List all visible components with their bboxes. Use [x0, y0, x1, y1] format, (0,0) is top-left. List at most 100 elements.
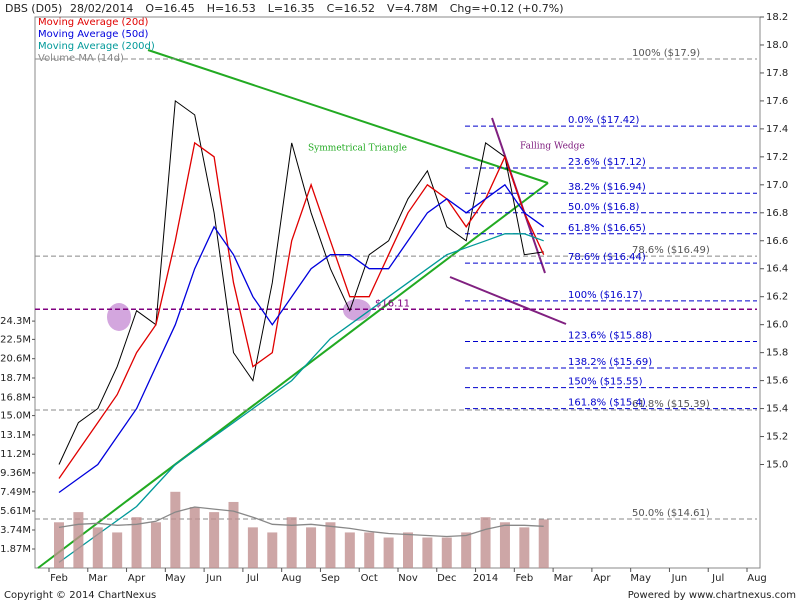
- y2-tick-label: 16.8M: [0, 392, 31, 403]
- y2-tick-label: 15.0M: [0, 411, 31, 422]
- level-label: 50.0% ($16.8): [568, 202, 639, 213]
- x-tick-label: Apr: [593, 573, 611, 584]
- legend-entry: Moving Average (50d): [38, 29, 149, 40]
- volume-bar: [499, 522, 510, 568]
- volume-bar: [247, 527, 258, 568]
- y2-tick-label: 11.2M: [0, 449, 31, 460]
- volume-bar: [209, 512, 220, 568]
- level-label: 23.6% ($17.12): [568, 157, 646, 168]
- y-tick-label: 16.6: [766, 236, 788, 247]
- annotation: Symmetrical Triangle: [308, 144, 407, 154]
- y-tick-label: 16.4: [766, 264, 788, 275]
- volume-bar: [189, 507, 200, 568]
- y-tick-label: 15.4: [766, 404, 788, 415]
- x-tick-label: 2014: [473, 573, 498, 584]
- y2-tick-label: 20.6M: [0, 354, 31, 365]
- level-label: 100% ($17.9): [632, 48, 700, 59]
- y2-tick-label: 3.74M: [0, 525, 31, 536]
- volume-bar: [54, 522, 64, 568]
- level-label: 0.0% ($17.42): [568, 115, 639, 126]
- header-item: H=16.53: [207, 2, 256, 15]
- y-tick-label: 18.0: [766, 40, 788, 51]
- x-tick-label: Aug: [282, 573, 302, 584]
- y-tick-label: 15.0: [766, 460, 788, 471]
- highlight: [107, 303, 131, 331]
- y2-tick-label: 5.61M: [0, 506, 31, 517]
- header-item: O=16.45: [145, 2, 194, 15]
- level-label: 61.8% ($15.39): [632, 399, 710, 410]
- y-tick-label: 17.4: [766, 124, 788, 135]
- volume-bar: [441, 537, 452, 568]
- x-tick-label: Jul: [711, 573, 724, 584]
- y2-tick-label: 22.5M: [0, 334, 31, 345]
- y2-tick-label: 18.7M: [0, 373, 31, 384]
- volume-bar: [461, 532, 472, 568]
- level-label: 138.2% ($15.69): [568, 357, 652, 368]
- header-item: 28/02/2014: [70, 2, 133, 15]
- volume-bar: [286, 517, 297, 568]
- x-tick-label: Apr: [128, 573, 146, 584]
- y-tick-label: 15.8: [766, 348, 788, 359]
- y2-tick-label: 9.36M: [0, 468, 31, 479]
- series-line: [58, 141, 545, 479]
- volume-bar: [306, 527, 317, 568]
- x-tick-label: Aug: [747, 573, 767, 584]
- volume-bar: [519, 527, 530, 568]
- level-label: 50.0% ($14.61): [632, 508, 710, 519]
- y2-tick-label: 24.3M: [0, 316, 31, 327]
- series-line: [58, 506, 544, 538]
- x-tick-label: Nov: [398, 573, 418, 584]
- y-tick-label: 18.2: [766, 12, 788, 23]
- header-item: Chg=+0.12 (+0.7%): [450, 2, 564, 15]
- y2-tick-label: 7.49M: [0, 487, 31, 498]
- volume-bar: [73, 512, 84, 568]
- y-tick-label: 16.2: [766, 292, 788, 303]
- y-tick-label: 15.6: [766, 376, 788, 387]
- y-tick-label: 17.6: [766, 96, 788, 107]
- x-tick-label: Feb: [50, 573, 68, 584]
- y2-tick-label: 1.87M: [0, 544, 31, 555]
- footer: Powered by www.chartnexus.com: [628, 590, 796, 600]
- y-tick-label: 17.0: [766, 180, 788, 191]
- y-tick-label: 15.2: [766, 432, 788, 443]
- volume-bar: [92, 527, 103, 568]
- volume-bar: [383, 537, 394, 568]
- header-item: V=4.78M: [387, 2, 438, 15]
- x-tick-label: Jun: [671, 573, 688, 584]
- series-line: [58, 99, 544, 465]
- series-line: [58, 233, 544, 563]
- x-tick-label: May: [630, 573, 651, 584]
- y-tick-label: 16.8: [766, 208, 788, 219]
- trendline: [37, 182, 549, 569]
- trendline: [147, 49, 549, 184]
- volume-bar: [364, 532, 375, 568]
- y-tick-label: 17.8: [766, 68, 788, 79]
- x-tick-label: Sep: [321, 573, 340, 584]
- level-label: 78.6% ($16.49): [632, 245, 710, 256]
- volume-bar: [170, 491, 181, 568]
- footer: Copyright © 2014 ChartNexus: [4, 590, 156, 600]
- volume-bar: [325, 522, 336, 568]
- plot-frame: [34, 16, 761, 569]
- y-tick-label: 16.0: [766, 320, 788, 331]
- volume-bar: [228, 501, 239, 568]
- x-tick-label: Feb: [515, 573, 533, 584]
- x-tick-label: May: [165, 573, 186, 584]
- volume-bar: [344, 532, 355, 568]
- level-label: 161.8% ($15.4): [568, 398, 646, 409]
- level-label: 38.2% ($16.94): [568, 182, 646, 193]
- level-label: 78.6% ($16.44): [568, 252, 646, 263]
- x-tick-label: Mar: [88, 573, 108, 584]
- x-tick-label: Dec: [437, 573, 456, 584]
- legend-entry: Moving Average (20d): [38, 17, 149, 28]
- x-tick-label: Oct: [361, 573, 378, 584]
- level-label: $16.11: [375, 298, 410, 309]
- volume-bar: [538, 519, 549, 568]
- x-tick-label: Jun: [205, 573, 222, 584]
- annotation: Falling Wedge: [520, 142, 585, 152]
- x-tick-label: Mar: [554, 573, 574, 584]
- x-tick-label: Jul: [246, 573, 259, 584]
- volume-bar: [422, 537, 433, 568]
